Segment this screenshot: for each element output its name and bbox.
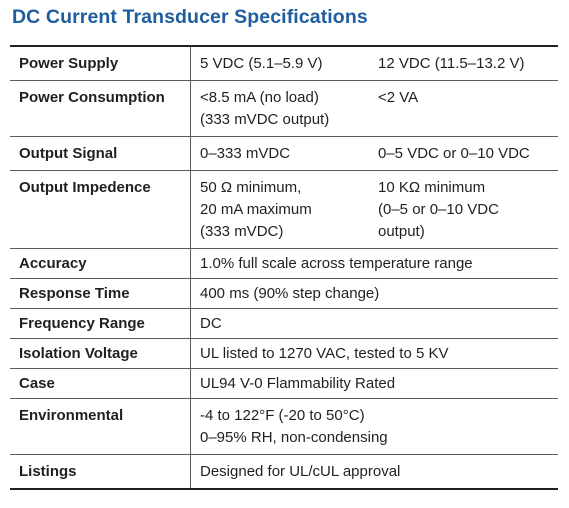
row-value-12vdc: <2 VA xyxy=(369,80,558,137)
row-value: Designed for UL/cUL approval xyxy=(190,454,558,490)
row-value: 400 ms (90% step change) xyxy=(190,278,558,309)
page-title: DC Current Transducer Specifications xyxy=(12,6,368,28)
specifications-table: Power Supply 5 VDC (5.1–5.9 V) 12 VDC (1… xyxy=(10,45,558,490)
row-label: Case xyxy=(10,368,191,399)
row-label: Output Signal xyxy=(10,136,191,171)
row-value: -4 to 122°F (-20 to 50°C) 0–95% RH, non-… xyxy=(190,398,558,455)
row-value-5vdc: 5 VDC (5.1–5.9 V) xyxy=(190,45,369,81)
row-label: Power Supply xyxy=(10,45,191,81)
row-value: UL listed to 1270 VAC, tested to 5 KV xyxy=(190,338,558,369)
table-row-accuracy: Accuracy 1.0% full scale across temperat… xyxy=(10,248,558,279)
table-row-frequency-range: Frequency Range DC xyxy=(10,308,558,339)
table-row-environmental: Environmental -4 to 122°F (-20 to 50°C) … xyxy=(10,398,558,455)
table-row-power-consumption: Power Consumption <8.5 mA (no load) (333… xyxy=(10,80,558,137)
row-value: DC xyxy=(190,308,558,339)
row-value-5vdc: <8.5 mA (no load) (333 mVDC output) xyxy=(190,80,369,137)
row-label: Environmental xyxy=(10,398,191,455)
table-row-power-supply: Power Supply 5 VDC (5.1–5.9 V) 12 VDC (1… xyxy=(10,45,558,81)
row-value-12vdc: 10 KΩ minimum (0–5 or 0–10 VDC output) xyxy=(369,170,558,249)
row-label: Accuracy xyxy=(10,248,191,279)
table-row-case: Case UL94 V-0 Flammability Rated xyxy=(10,368,558,399)
row-value-5vdc: 50 Ω minimum, 20 mA maximum (333 mVDC) xyxy=(190,170,369,249)
row-label: Frequency Range xyxy=(10,308,191,339)
table-row-isolation-voltage: Isolation Voltage UL listed to 1270 VAC,… xyxy=(10,338,558,369)
row-value-5vdc: 0–333 mVDC xyxy=(190,136,369,171)
row-label: Isolation Voltage xyxy=(10,338,191,369)
row-value: UL94 V-0 Flammability Rated xyxy=(190,368,558,399)
row-value-12vdc: 12 VDC (11.5–13.2 V) xyxy=(369,45,558,81)
row-value-12vdc: 0–5 VDC or 0–10 VDC xyxy=(369,136,558,171)
table-row-listings: Listings Designed for UL/cUL approval xyxy=(10,454,558,490)
table-row-output-signal: Output Signal 0–333 mVDC 0–5 VDC or 0–10… xyxy=(10,136,558,171)
row-label: Listings xyxy=(10,454,191,490)
row-value: 1.0% full scale across temperature range xyxy=(190,248,558,279)
row-label: Output Impedence xyxy=(10,170,191,249)
row-label: Response Time xyxy=(10,278,191,309)
table-row-response-time: Response Time 400 ms (90% step change) xyxy=(10,278,558,309)
table-row-output-impedence: Output Impedence 50 Ω minimum, 20 mA max… xyxy=(10,170,558,249)
row-label: Power Consumption xyxy=(10,80,191,137)
